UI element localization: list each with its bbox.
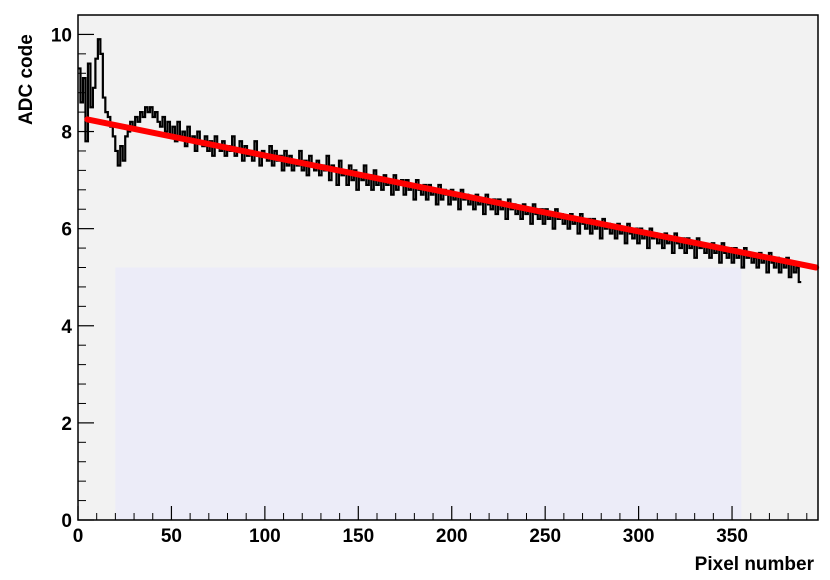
y-tick-label: 8 <box>61 123 72 144</box>
x-tick-label: 350 <box>716 526 748 547</box>
y-tick-label: 10 <box>51 25 72 46</box>
x-tick-label: 150 <box>342 526 374 547</box>
y-axis-title-background <box>2 2 44 132</box>
x-tick-label: 200 <box>436 526 468 547</box>
x-tick-label: 0 <box>73 526 84 547</box>
histogram-series <box>78 38 802 284</box>
y-axis-title: ADC code <box>16 34 37 125</box>
x-tick-label: 250 <box>529 526 561 547</box>
x-axis-title-background <box>662 548 822 578</box>
shaded-region <box>115 267 742 520</box>
x-tick-label: 100 <box>249 526 281 547</box>
x-tick-label: 50 <box>161 526 182 547</box>
y-axis: 0 2 4 6 8 10 <box>51 25 94 532</box>
y-tick-label: 6 <box>61 220 72 241</box>
y-tick-label: 0 <box>61 511 72 532</box>
y-tick-label: 4 <box>61 317 72 338</box>
fit-layer <box>84 116 820 271</box>
y-tick-label: 2 <box>61 414 72 435</box>
fit-line <box>84 116 820 271</box>
x-tick-label: 300 <box>623 526 655 547</box>
x-axis-title: Pixel number <box>695 554 815 575</box>
x-axis: 0 50 100 150 200 250 300 350 <box>73 506 808 547</box>
histogram-layer <box>78 38 802 284</box>
